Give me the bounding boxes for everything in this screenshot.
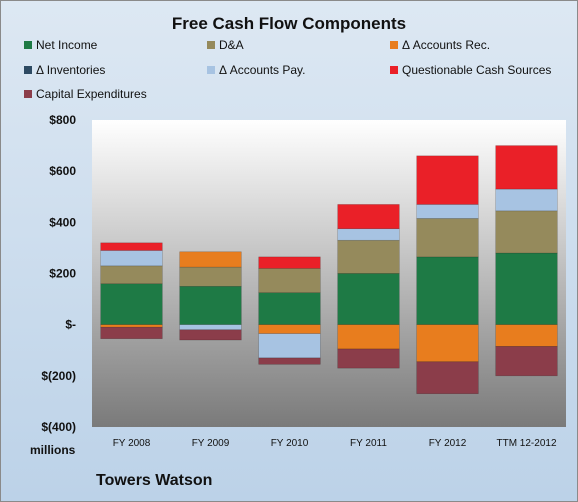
bar-segment bbox=[179, 285, 242, 325]
bar-segment bbox=[100, 242, 163, 251]
bar-segment bbox=[258, 268, 321, 293]
legend-item-capital-expenditures: Capital Expenditures bbox=[24, 87, 147, 101]
bar-segment bbox=[416, 218, 479, 258]
bar-segment bbox=[495, 346, 558, 377]
bar-segment bbox=[337, 348, 400, 369]
bar-segment bbox=[258, 357, 321, 365]
legend-label: Δ Accounts Pay. bbox=[219, 63, 306, 77]
legend-item-questionable-cash: Questionable Cash Sources bbox=[390, 63, 551, 77]
bar-segment bbox=[416, 204, 479, 219]
legend-item-d-and-a: D&A bbox=[207, 38, 244, 52]
bar-segment bbox=[258, 292, 321, 325]
bar-segment bbox=[337, 273, 400, 325]
bar-segment bbox=[416, 324, 479, 363]
legend-swatch bbox=[207, 66, 215, 74]
bar-segment bbox=[416, 155, 479, 205]
bar-segment bbox=[100, 265, 163, 285]
bar-segment bbox=[416, 256, 479, 325]
bar-segment bbox=[100, 250, 163, 267]
x-category-label: TTM 12-2012 bbox=[496, 438, 556, 449]
x-category-label: FY 2012 bbox=[429, 438, 467, 449]
bar-segment bbox=[337, 204, 400, 230]
bar-segment bbox=[179, 324, 242, 331]
bar-segment bbox=[179, 329, 242, 341]
legend-swatch bbox=[207, 41, 215, 49]
bar-segment bbox=[337, 239, 400, 274]
chart-title: Free Cash Flow Components bbox=[171, 14, 407, 33]
plot-area bbox=[92, 120, 566, 427]
bar-segment bbox=[100, 283, 163, 325]
legend-label: D&A bbox=[219, 38, 244, 52]
bar-segment bbox=[100, 324, 163, 328]
x-category-label: FY 2010 bbox=[271, 438, 309, 449]
legend-label: Questionable Cash Sources bbox=[402, 63, 552, 77]
legend-item-accounts-pay: Δ Accounts Pay. bbox=[207, 63, 306, 77]
y-tick-label: $600 bbox=[49, 164, 76, 178]
legend-item-accounts-rec: Δ Accounts Rec. bbox=[390, 38, 490, 52]
bar-segment bbox=[337, 228, 400, 241]
legend-label: Net Income bbox=[36, 38, 98, 52]
bar-segment bbox=[100, 326, 163, 340]
x-category-label: FY 2008 bbox=[113, 438, 151, 449]
legend-label: Δ Inventories bbox=[36, 63, 106, 77]
company-name: Towers Watson bbox=[96, 472, 213, 489]
bar-segment bbox=[179, 251, 242, 268]
bar-segment bbox=[495, 210, 558, 254]
bar-segment bbox=[495, 252, 558, 325]
bar-segment bbox=[495, 324, 558, 347]
y-tick-label: $200 bbox=[49, 267, 76, 281]
units-label: millions bbox=[30, 443, 76, 457]
x-category-label: FY 2009 bbox=[192, 438, 230, 449]
y-tick-label: $- bbox=[65, 318, 76, 332]
bar-segment bbox=[495, 145, 558, 190]
legend-swatch bbox=[24, 41, 32, 49]
bar-segment bbox=[337, 324, 400, 350]
bar-segment bbox=[495, 188, 558, 212]
legend-item-net-income: Net Income bbox=[24, 38, 97, 52]
x-category-label: FY 2011 bbox=[350, 438, 387, 449]
legend-swatch bbox=[24, 90, 32, 98]
legend-label: Δ Accounts Rec. bbox=[402, 38, 491, 52]
legend-swatch bbox=[390, 66, 398, 74]
y-tick-label: $800 bbox=[49, 113, 76, 127]
bar-segment bbox=[258, 256, 321, 269]
y-tick-label: $(200) bbox=[41, 369, 76, 383]
legend-swatch bbox=[24, 66, 32, 74]
bar-segment bbox=[416, 361, 479, 395]
bar-segment bbox=[258, 324, 321, 334]
bar-segment bbox=[179, 266, 242, 287]
legend-label: Capital Expenditures bbox=[36, 87, 147, 101]
y-tick-label: $400 bbox=[49, 215, 76, 229]
legend-swatch bbox=[390, 41, 398, 49]
legend-item-inventories: Δ Inventories bbox=[24, 63, 105, 77]
bar-segment bbox=[258, 333, 321, 359]
y-tick-label: $(400) bbox=[41, 420, 76, 434]
